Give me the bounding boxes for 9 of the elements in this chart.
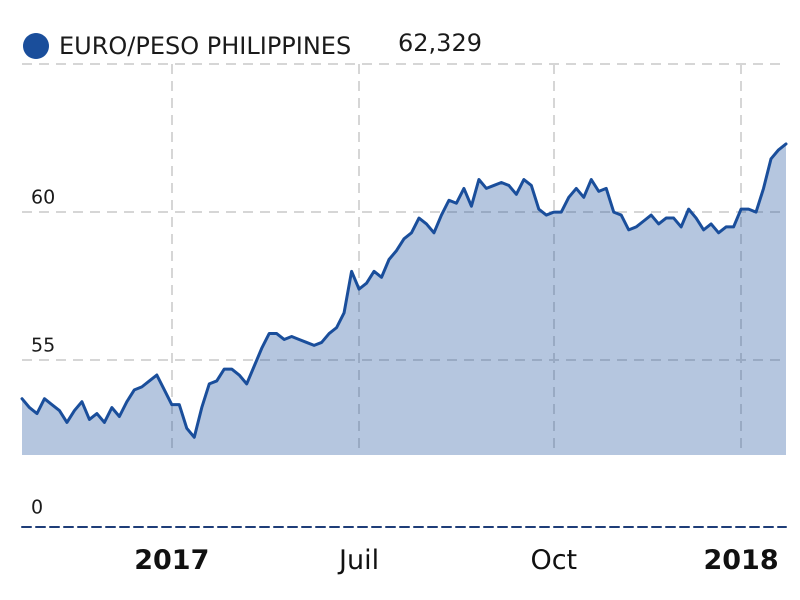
x-tick-label: Oct xyxy=(530,545,578,576)
text: 0 xyxy=(31,496,44,518)
x-tick-label: 2018 xyxy=(703,545,779,576)
y-tick-label: 55 xyxy=(31,334,56,357)
x-tick-label: 2017 xyxy=(134,545,210,576)
y-tick-label: 60 xyxy=(31,186,56,209)
x-tick-label: Juil xyxy=(337,545,380,576)
legend-label: EURO/PESO PHILIPPINES xyxy=(59,32,352,60)
text: 62,329 xyxy=(398,29,482,57)
